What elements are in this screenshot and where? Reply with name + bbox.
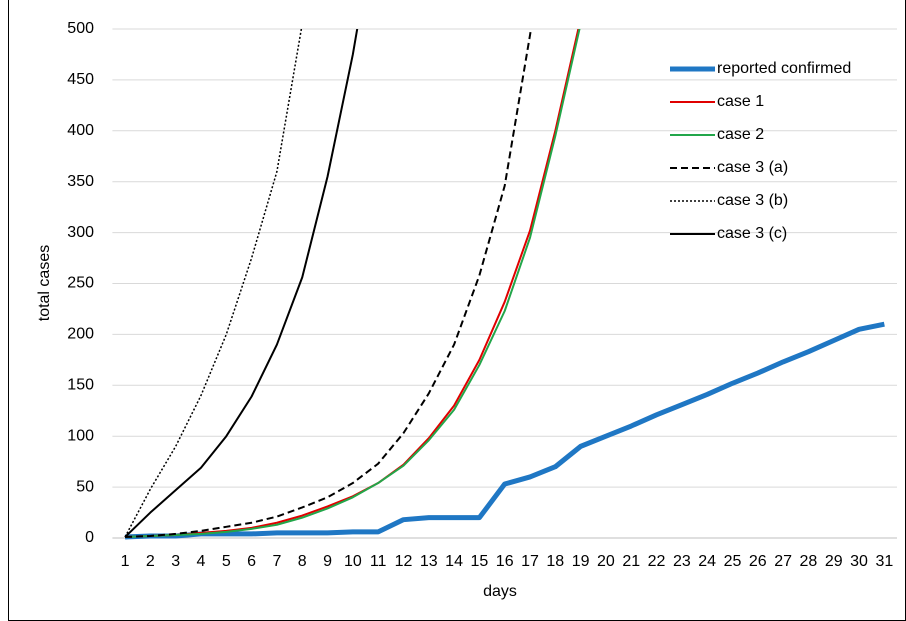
x-tick-label: 17 [521,553,539,570]
x-tick-label: 7 [272,553,281,570]
legend-label: case 1 [717,93,764,110]
x-tick-label: 18 [546,553,564,570]
x-tick-label: 9 [323,553,332,570]
series-line [125,29,532,538]
x-tick-label: 1 [121,553,130,570]
x-tick-label: 28 [800,553,818,570]
legend-label: case 2 [717,126,764,143]
x-tick-label: 4 [197,553,206,570]
legend-label: case 3 (a) [717,159,788,176]
y-tick-label: 50 [76,478,94,495]
x-tick-label: 11 [370,553,387,570]
series-line [124,29,359,538]
series-line [124,321,885,540]
plot-area [124,29,885,540]
y-tick-label: 200 [67,326,94,343]
x-tick-label: 5 [222,553,231,570]
legend-label: reported confirmed [717,60,851,77]
x-tick-label: 26 [749,553,767,570]
series-line [125,29,581,538]
x-tick-label: 21 [622,553,640,570]
x-tick-label: 3 [171,553,180,570]
x-tick-label: 31 [875,553,893,570]
x-tick-label: 15 [470,553,488,570]
y-tick-label: 0 [85,529,94,546]
x-tick-label: 20 [597,553,615,570]
x-tick-label: 22 [648,553,666,570]
series-line [125,29,580,538]
y-tick-label: 450 [67,71,94,88]
x-tick-label: 6 [247,553,256,570]
x-axis-label: days [483,583,517,600]
chart-frame [8,0,906,621]
y-tick-label: 150 [67,377,94,394]
x-tick-label: 10 [344,553,362,570]
x-tick-label: 25 [724,553,742,570]
x-tick-label: 30 [850,553,868,570]
legend-label: case 3 (b) [717,192,788,209]
x-tick-label: 24 [698,553,716,570]
x-tick-label: 12 [395,553,413,570]
x-tick-label: 19 [572,553,590,570]
y-tick-label: 350 [67,173,94,190]
x-tick-label: 13 [420,553,438,570]
y-tick-label: 400 [67,122,94,139]
x-tick-label: 8 [298,553,307,570]
x-tick-label: 14 [445,553,463,570]
y-tick-label: 100 [67,427,94,444]
x-tick-label: 23 [673,553,691,570]
y-tick-label: 300 [67,224,94,241]
series-line [124,29,303,538]
y-axis-label: total cases [36,245,53,321]
x-tick-label: 2 [146,553,155,570]
x-tick-label: 27 [774,553,792,570]
y-tick-label: 250 [67,275,94,292]
y-tick-label: 500 [67,20,94,37]
x-tick-label: 16 [496,553,514,570]
x-tick-label: 29 [825,553,843,570]
legend-label: case 3 (c) [717,225,787,242]
